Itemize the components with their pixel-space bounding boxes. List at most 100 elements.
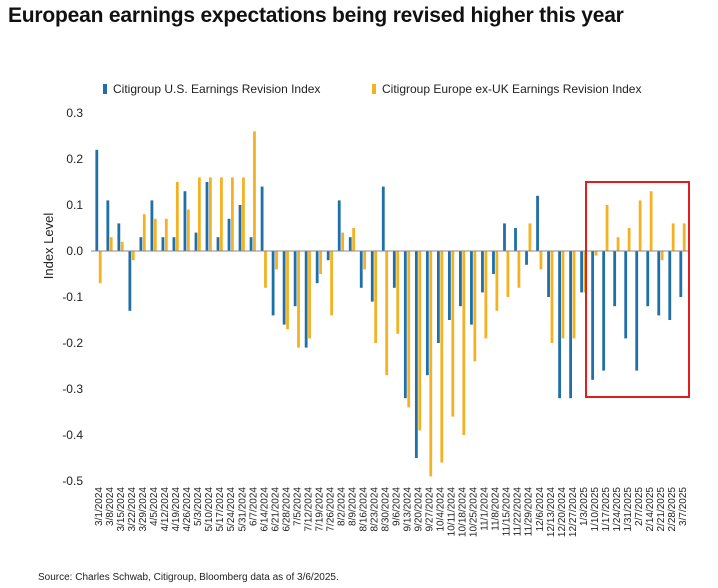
bar-europe bbox=[561, 251, 565, 339]
bar-europe bbox=[352, 228, 356, 251]
y-tick-label: 0.0 bbox=[66, 244, 83, 258]
legend: Citigroup U.S. Earnings Revision Index Ci… bbox=[103, 82, 641, 96]
x-tick-label: 9/20/2024 bbox=[414, 487, 425, 532]
bar-europe bbox=[506, 251, 510, 297]
bar-europe bbox=[616, 237, 620, 251]
legend-label: Citigroup U.S. Earnings Revision Index bbox=[113, 82, 320, 96]
x-tick-label: 7/26/2024 bbox=[325, 487, 336, 532]
bar-europe bbox=[253, 131, 256, 251]
x-tick-label: 8/30/2024 bbox=[380, 487, 391, 532]
bar-us bbox=[624, 251, 628, 339]
bar-europe bbox=[341, 232, 345, 251]
bar-us bbox=[536, 195, 539, 251]
x-tick-label: 4/19/2024 bbox=[171, 487, 182, 532]
bar-us bbox=[481, 251, 484, 293]
bar-europe bbox=[264, 251, 267, 288]
bar-europe bbox=[671, 223, 675, 251]
bar-us bbox=[613, 251, 617, 307]
bar-us bbox=[470, 251, 473, 325]
x-tick-label: 9/13/2024 bbox=[403, 487, 414, 532]
x-tick-label: 9/6/2024 bbox=[392, 487, 403, 526]
x-tick-label: 2/7/2025 bbox=[634, 487, 645, 526]
legend-swatch bbox=[103, 84, 107, 94]
bars bbox=[95, 131, 686, 477]
bar-us bbox=[370, 251, 374, 302]
bar-europe bbox=[197, 177, 201, 251]
x-tick-label: 12/13/2024 bbox=[546, 487, 557, 537]
bar-us bbox=[492, 251, 495, 274]
legend-label: Citigroup Europe ex-UK Earnings Revision… bbox=[382, 82, 641, 96]
bar-europe bbox=[418, 251, 422, 431]
bar-us bbox=[337, 200, 341, 251]
bar-europe bbox=[374, 251, 378, 343]
bar-europe bbox=[153, 218, 157, 251]
bar-us bbox=[525, 251, 528, 265]
x-tick-label: 4/26/2024 bbox=[182, 487, 193, 532]
bar-us bbox=[679, 251, 683, 297]
bar-europe bbox=[517, 251, 521, 288]
y-tick-label: -0.4 bbox=[62, 428, 83, 442]
bar-europe bbox=[462, 251, 466, 435]
bar-us bbox=[260, 186, 264, 251]
x-tick-label: 10/25/2024 bbox=[469, 487, 480, 537]
bar-europe bbox=[528, 223, 532, 251]
y-tick-label: -0.1 bbox=[62, 290, 83, 304]
bar-us bbox=[183, 191, 187, 251]
x-tick-label: 6/14/2024 bbox=[259, 487, 270, 532]
y-tick-label: -0.5 bbox=[62, 474, 83, 488]
bar-us bbox=[547, 251, 550, 297]
bar-us bbox=[95, 149, 99, 251]
x-tick-label: 9/27/2024 bbox=[425, 487, 436, 532]
bar-europe bbox=[363, 251, 367, 270]
bar-europe bbox=[186, 209, 190, 251]
x-tick-label: 5/17/2024 bbox=[215, 487, 226, 532]
y-tick-label: -0.2 bbox=[62, 336, 83, 350]
x-tick-label: 1/17/2025 bbox=[601, 487, 612, 532]
x-tick-label: 6/21/2024 bbox=[270, 487, 281, 532]
bar-us bbox=[580, 251, 584, 293]
bar-us bbox=[249, 237, 253, 251]
bar-europe bbox=[484, 251, 488, 339]
y-tick-label: -0.3 bbox=[62, 382, 83, 396]
x-tick-label: 11/8/2024 bbox=[491, 487, 502, 531]
bar-us bbox=[436, 251, 440, 343]
x-tick-label: 10/11/2024 bbox=[447, 487, 458, 537]
bar-europe bbox=[286, 251, 289, 330]
x-tick-label: 3/22/2024 bbox=[127, 487, 138, 532]
y-axis: 0.3 0.2 0.1 0.0 -0.1 -0.2 -0.3 -0.4 -0.5 bbox=[62, 106, 83, 488]
bar-us bbox=[381, 186, 385, 251]
bar-us bbox=[602, 251, 606, 371]
bar-europe bbox=[385, 251, 389, 376]
x-tick-label: 3/1/2024 bbox=[94, 487, 105, 526]
x-tick-label: 11/15/2024 bbox=[502, 487, 513, 537]
x-tick-label: 5/24/2024 bbox=[226, 487, 237, 532]
bar-europe bbox=[550, 251, 554, 343]
x-tick-label: 7/12/2024 bbox=[303, 487, 314, 532]
bar-us bbox=[271, 251, 275, 316]
bar-us bbox=[646, 251, 650, 307]
bar-us bbox=[227, 218, 231, 251]
bar-us bbox=[448, 251, 451, 320]
bar-europe bbox=[649, 191, 653, 251]
bar-us bbox=[161, 237, 165, 251]
bar-europe bbox=[164, 218, 168, 251]
x-tick-label: 1/10/2025 bbox=[590, 487, 601, 532]
bar-us bbox=[668, 251, 672, 320]
x-tick-label: 8/23/2024 bbox=[369, 487, 380, 532]
bar-europe bbox=[605, 205, 609, 251]
bar-us bbox=[359, 251, 363, 288]
bar-europe bbox=[594, 251, 598, 256]
bar-us bbox=[459, 251, 462, 307]
x-tick-label: 11/22/2024 bbox=[513, 487, 524, 537]
bar-europe bbox=[451, 251, 455, 417]
legend-swatch bbox=[372, 84, 376, 94]
x-tick-label: 11/1/2024 bbox=[480, 487, 491, 531]
bar-europe bbox=[572, 251, 576, 339]
bar-us bbox=[558, 251, 561, 399]
bar-europe bbox=[275, 251, 278, 270]
x-tick-label: 1/3/2025 bbox=[579, 487, 590, 526]
bar-europe bbox=[120, 241, 124, 251]
bar-europe bbox=[131, 251, 135, 261]
x-tick-label: 2/28/2025 bbox=[667, 487, 678, 532]
y-tick-label: 0.2 bbox=[66, 152, 83, 166]
